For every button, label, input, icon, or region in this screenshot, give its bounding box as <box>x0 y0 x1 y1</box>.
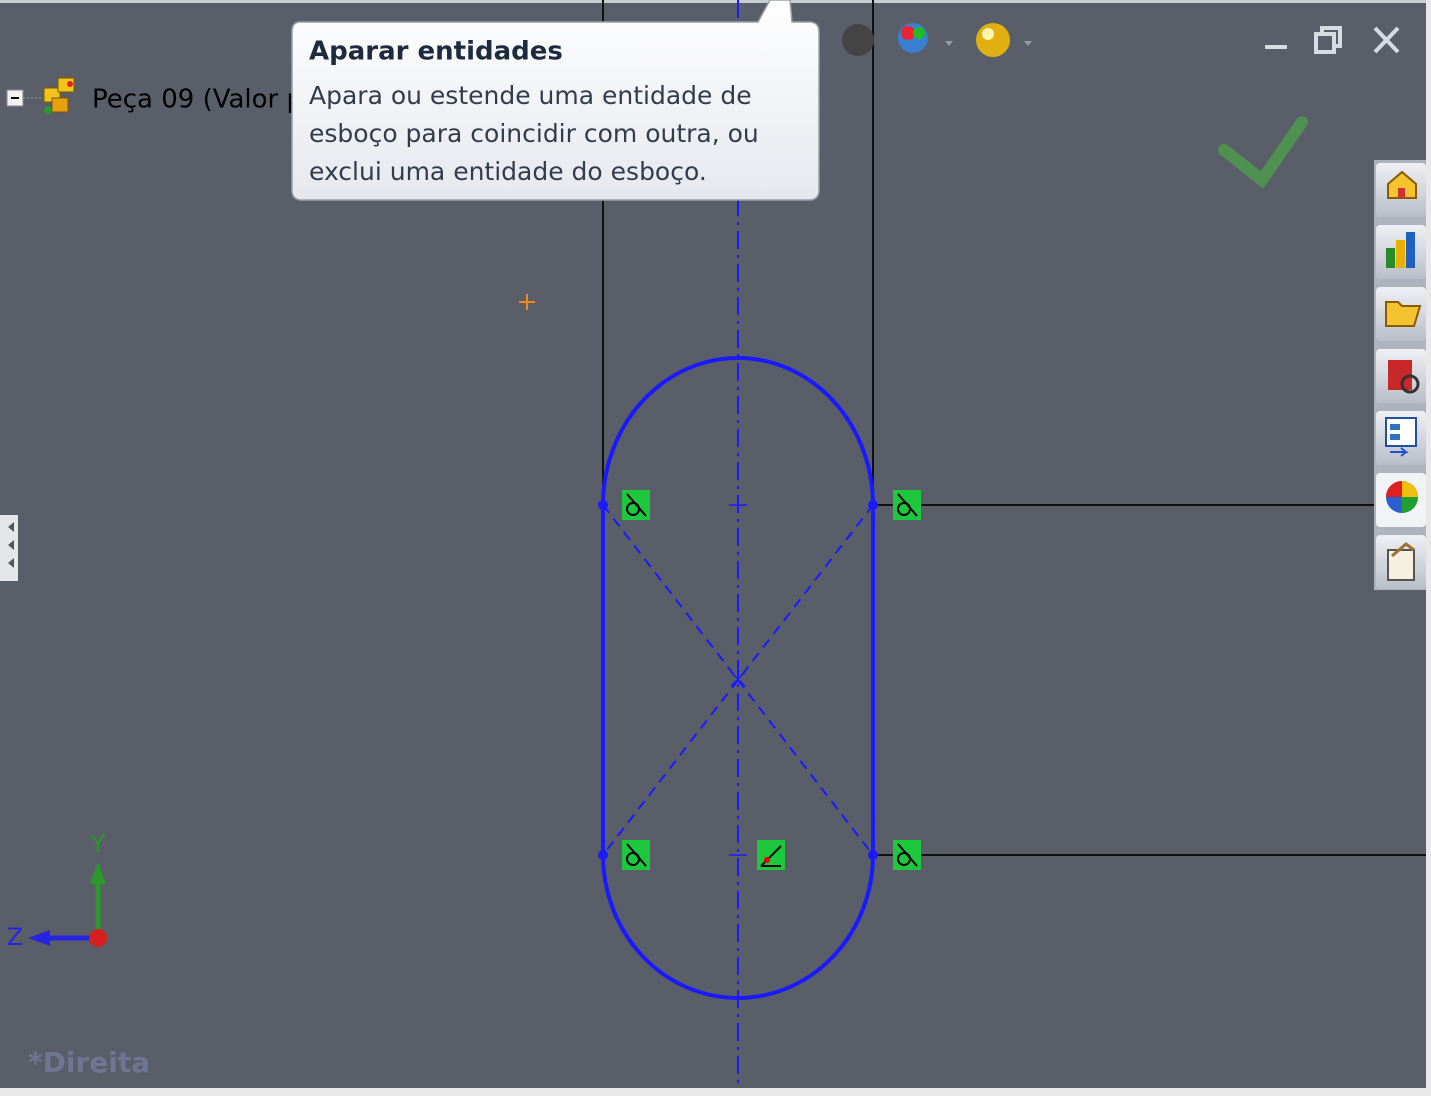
viewport: Peça 09 (Valor p <box>0 0 1431 1096</box>
top-border <box>0 0 1431 3</box>
toolbar-icon[interactable] <box>842 24 874 56</box>
toolbar-icon[interactable] <box>898 23 928 53</box>
task-tab[interactable] <box>1376 535 1426 589</box>
endpoint <box>868 850 878 860</box>
endpoint <box>598 500 608 510</box>
toolbar-icon[interactable] <box>976 23 1010 57</box>
equal-relation[interactable] <box>757 840 785 870</box>
tree-item[interactable]: Peça 09 (Valor p <box>92 85 303 115</box>
bottom-strip <box>0 1088 1431 1096</box>
view-label: *Direita <box>28 1046 150 1079</box>
task-tab[interactable] <box>1376 411 1426 465</box>
tooltip: Aparar entidades Apara ou estende uma en… <box>292 0 819 200</box>
tooltip-text: exclui uma entidade do esboço. <box>309 157 707 186</box>
tooltip-text: esboço para coincidir com outra, ou <box>309 119 759 148</box>
collapse-tab[interactable] <box>0 515 18 581</box>
right-border <box>1426 0 1431 1088</box>
tooltip-text: Apara ou estende uma entidade de <box>309 81 752 110</box>
task-tab[interactable] <box>1376 287 1426 341</box>
task-tab[interactable] <box>1376 163 1426 217</box>
axis-label: Y <box>90 830 106 858</box>
task-tab[interactable] <box>1376 225 1426 279</box>
tangent-relation[interactable] <box>893 840 921 870</box>
tangent-relation[interactable] <box>622 490 650 520</box>
endpoint <box>598 850 608 860</box>
axis-label: Z <box>7 923 23 951</box>
page: Peça 09 (Valor p <box>0 0 1431 1096</box>
tangent-relation[interactable] <box>893 490 921 520</box>
tangent-relation[interactable] <box>622 840 650 870</box>
endpoint <box>868 500 878 510</box>
tooltip-title: Aparar entidades <box>309 37 563 67</box>
task-pane-tabs <box>1374 160 1426 590</box>
task-tab[interactable] <box>1376 349 1426 403</box>
task-tab[interactable] <box>1376 473 1426 527</box>
